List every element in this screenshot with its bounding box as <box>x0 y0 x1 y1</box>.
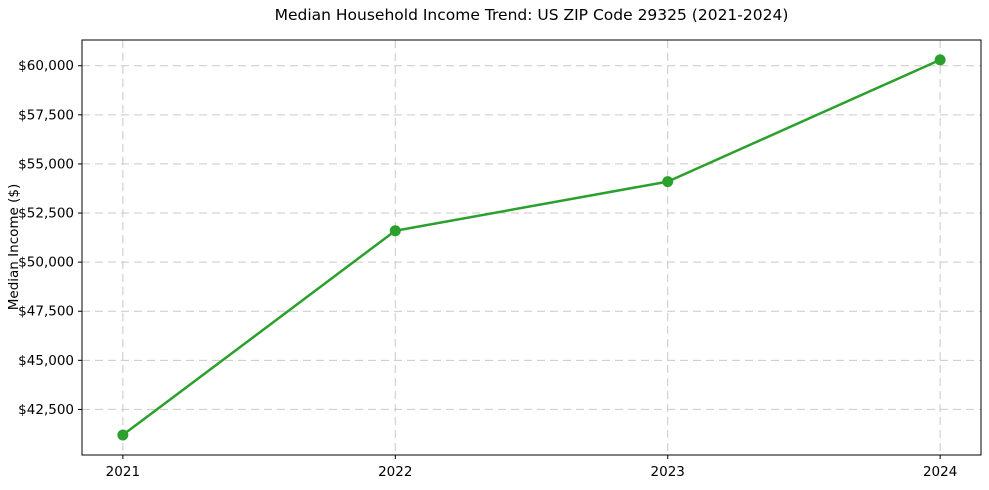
data-point-marker <box>934 54 946 66</box>
data-point-marker <box>117 429 129 441</box>
y-tick-label: $42,500 <box>18 402 74 418</box>
y-tick-label: $57,500 <box>18 107 74 123</box>
data-point-marker <box>662 176 674 188</box>
chart-title: Median Household Income Trend: US ZIP Co… <box>274 6 789 24</box>
y-tick-label: $55,000 <box>18 156 74 172</box>
trend-line <box>121 58 942 437</box>
data-point-marker <box>389 225 401 237</box>
y-tick-label: $52,500 <box>18 206 74 222</box>
x-tick-label: 2021 <box>106 464 140 480</box>
plot-border <box>81 39 982 456</box>
y-tick-label: $47,500 <box>18 304 74 320</box>
x-tick-label: 2024 <box>923 464 957 480</box>
y-tick-label: $45,000 <box>18 353 74 369</box>
x-tick-label: 2022 <box>378 464 412 480</box>
x-tick-label: 2023 <box>651 464 685 480</box>
y-tick-label: $50,000 <box>18 255 74 271</box>
y-tick-label: $60,000 <box>18 58 74 74</box>
